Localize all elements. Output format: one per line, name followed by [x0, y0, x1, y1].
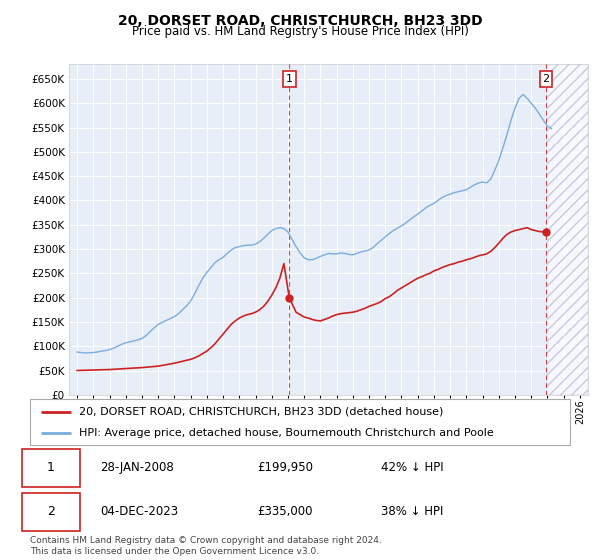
FancyBboxPatch shape [30, 399, 570, 445]
Text: Price paid vs. HM Land Registry's House Price Index (HPI): Price paid vs. HM Land Registry's House … [131, 25, 469, 38]
Polygon shape [547, 64, 588, 395]
Text: Contains HM Land Registry data © Crown copyright and database right 2024.
This d: Contains HM Land Registry data © Crown c… [30, 536, 382, 556]
Text: 2: 2 [47, 505, 55, 518]
Text: HPI: Average price, detached house, Bournemouth Christchurch and Poole: HPI: Average price, detached house, Bour… [79, 428, 493, 438]
Text: 20, DORSET ROAD, CHRISTCHURCH, BH23 3DD: 20, DORSET ROAD, CHRISTCHURCH, BH23 3DD [118, 14, 482, 28]
FancyBboxPatch shape [22, 450, 80, 487]
Text: 38% ↓ HPI: 38% ↓ HPI [381, 505, 443, 518]
Text: 28-JAN-2008: 28-JAN-2008 [100, 461, 174, 474]
Text: 42% ↓ HPI: 42% ↓ HPI [381, 461, 443, 474]
Text: 20, DORSET ROAD, CHRISTCHURCH, BH23 3DD (detached house): 20, DORSET ROAD, CHRISTCHURCH, BH23 3DD … [79, 407, 443, 417]
Text: 2: 2 [542, 74, 550, 84]
Text: £335,000: £335,000 [257, 505, 312, 518]
Text: 1: 1 [47, 461, 55, 474]
Text: 04-DEC-2023: 04-DEC-2023 [100, 505, 178, 518]
Text: £199,950: £199,950 [257, 461, 313, 474]
FancyBboxPatch shape [22, 493, 80, 531]
Text: 1: 1 [286, 74, 293, 84]
